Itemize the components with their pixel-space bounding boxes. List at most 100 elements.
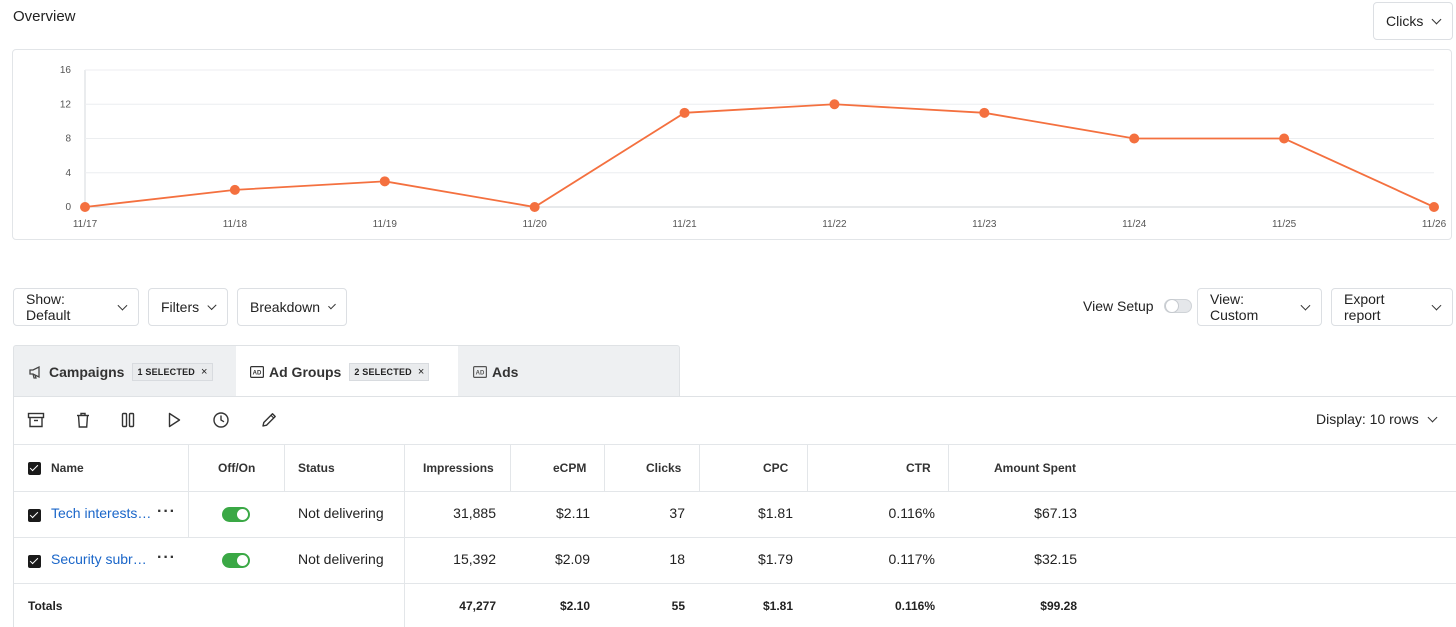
- column-header-ecpm[interactable]: eCPM: [553, 461, 587, 475]
- svg-text:AD: AD: [253, 371, 262, 377]
- export-label: Export report: [1344, 291, 1385, 323]
- pencil-icon[interactable]: [260, 411, 278, 429]
- select-all-checkbox[interactable]: [28, 462, 41, 475]
- tab-campaigns[interactable]: Campaigns 1 SELECTED ×: [14, 346, 236, 398]
- divider: [404, 444, 405, 627]
- column-header-cpc[interactable]: CPC: [763, 461, 789, 475]
- chevron-down-icon: [207, 300, 217, 311]
- filters-button[interactable]: Filters: [148, 288, 228, 326]
- tab-ads-label: Ads: [492, 364, 519, 380]
- row-checkbox[interactable]: [28, 509, 41, 522]
- row-status: Not delivering: [298, 505, 384, 521]
- data-point: [1279, 133, 1290, 144]
- column-header-ctr[interactable]: CTR: [906, 461, 931, 475]
- campaigns-badge-text: 1 SELECTED: [137, 367, 195, 377]
- ad-groups-selected-badge[interactable]: 2 SELECTED ×: [349, 363, 430, 381]
- x-tick-label: 11/17: [73, 219, 98, 230]
- tab-campaigns-label: Campaigns: [49, 364, 125, 380]
- close-icon[interactable]: ×: [200, 366, 208, 378]
- row-status-toggle[interactable]: [222, 507, 250, 522]
- x-tick-label: 11/22: [822, 219, 847, 230]
- view-setup[interactable]: View Setup: [1083, 298, 1192, 314]
- display-rows-select[interactable]: Display: 10 rows: [1316, 411, 1438, 427]
- view-setup-toggle[interactable]: [1163, 299, 1192, 313]
- x-tick-label: 11/24: [1122, 219, 1147, 230]
- divider: [948, 444, 949, 491]
- chevron-down-icon: [117, 300, 128, 311]
- tab-ads[interactable]: AD Ads: [458, 346, 680, 398]
- chevron-down-icon: [1300, 300, 1311, 311]
- play-icon[interactable]: [165, 411, 183, 429]
- show-dropdown[interactable]: Show: Default: [13, 288, 139, 326]
- y-tick-label: 4: [65, 168, 71, 179]
- x-tick-label: 11/25: [1272, 219, 1297, 230]
- column-header-clicks[interactable]: Clicks: [646, 461, 682, 475]
- export-report-button[interactable]: Export report: [1331, 288, 1453, 326]
- data-point: [80, 202, 90, 212]
- row-amount-spent: $67.13: [1034, 505, 1077, 521]
- clock-icon[interactable]: [212, 411, 230, 429]
- y-tick-label: 16: [60, 65, 72, 76]
- x-tick-label: 11/23: [972, 219, 997, 230]
- display-rows-label: Display: 10 rows: [1316, 411, 1419, 427]
- data-point: [1429, 202, 1439, 212]
- breakdown-label: Breakdown: [250, 299, 321, 315]
- divider: [699, 444, 700, 491]
- column-header-name[interactable]: Name: [51, 461, 84, 475]
- totals-ecpm: $2.10: [559, 599, 590, 613]
- divider: [14, 537, 1456, 538]
- data-point: [829, 99, 840, 110]
- pause-icon[interactable]: [119, 411, 137, 429]
- line-chart: 16 12 8 4 011/17 11/18 11/19 11/20 11/21 11/22 11/…: [60, 65, 1447, 230]
- svg-text:AD: AD: [476, 371, 485, 377]
- row-impressions: 31,885: [453, 505, 496, 521]
- data-point: [379, 176, 390, 187]
- ad-icon: AD: [473, 366, 487, 378]
- more-options-icon[interactable]: ···: [157, 503, 176, 520]
- y-tick-label: 0: [65, 202, 71, 213]
- more-options-icon[interactable]: ···: [157, 549, 176, 566]
- data-point: [229, 184, 240, 195]
- metric-select[interactable]: Clicks: [1373, 2, 1453, 40]
- archive-icon[interactable]: [27, 411, 45, 429]
- totals-cpc: $1.81: [762, 599, 793, 613]
- divider: [604, 444, 605, 491]
- data-point: [1129, 133, 1140, 144]
- series-line: [84, 103, 1435, 208]
- row-checkbox[interactable]: [28, 555, 41, 568]
- column-header-onoff[interactable]: Off/On: [218, 461, 256, 475]
- row-status-toggle[interactable]: [222, 553, 250, 568]
- view-dropdown[interactable]: View: Custom: [1197, 288, 1322, 326]
- ad-group-name-link[interactable]: Security subr…: [51, 551, 147, 567]
- row-ctr: 0.116%: [888, 505, 935, 521]
- breakdown-button[interactable]: Breakdown: [237, 288, 347, 326]
- divider: [14, 583, 1456, 584]
- ad-icon: AD: [250, 366, 264, 378]
- chevron-down-icon: [1431, 300, 1442, 311]
- trash-icon[interactable]: [74, 411, 92, 429]
- megaphone-icon: [28, 365, 44, 379]
- campaigns-selected-badge[interactable]: 1 SELECTED ×: [132, 363, 213, 381]
- row-clicks: 18: [669, 551, 685, 567]
- ad-groups-table: Display: 10 rows Name Off/On Status Impr…: [13, 396, 1456, 627]
- close-icon[interactable]: ×: [417, 366, 425, 378]
- column-header-amount-spent[interactable]: Amount Spent: [994, 461, 1076, 475]
- tab-ad-groups-label: Ad Groups: [269, 364, 342, 380]
- data-point: [979, 107, 990, 118]
- row-impressions: 15,392: [453, 551, 496, 567]
- divider: [510, 444, 511, 491]
- divider: [14, 491, 1456, 492]
- chevron-down-icon: [328, 301, 336, 310]
- column-header-status[interactable]: Status: [298, 461, 335, 475]
- tab-ad-groups[interactable]: AD Ad Groups 2 SELECTED ×: [236, 346, 458, 398]
- column-header-impressions[interactable]: Impressions: [423, 461, 494, 475]
- ad-group-name-link[interactable]: Tech interests…: [51, 505, 152, 521]
- chevron-down-icon: [1427, 412, 1438, 423]
- totals-clicks: 55: [671, 599, 685, 613]
- row-ctr: 0.117%: [888, 551, 935, 567]
- overview-chart: 16 12 8 4 0 11/17 11/18 11/19 11/20 11/21 11/22 11/…: [12, 49, 1452, 240]
- row-clicks: 37: [669, 505, 685, 521]
- divider: [14, 444, 1456, 445]
- show-label: Show: Default: [26, 291, 71, 323]
- data-point: [529, 202, 540, 212]
